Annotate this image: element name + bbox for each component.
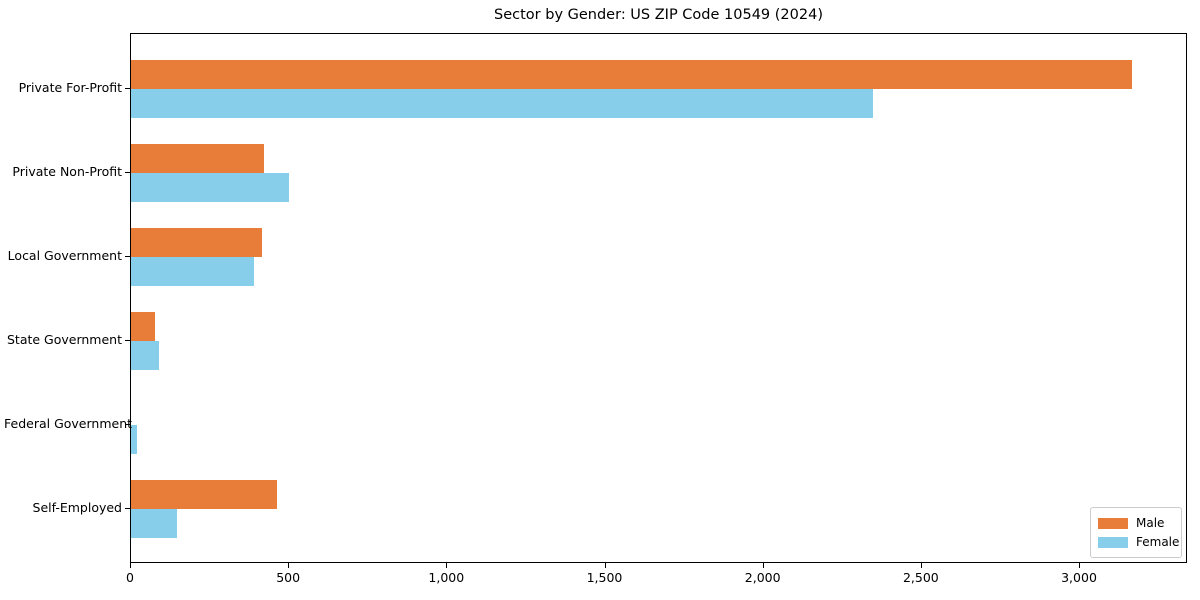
x-tick-label: 2,000 — [744, 570, 781, 585]
bar-female — [131, 173, 289, 202]
x-tick-label: 3,000 — [1061, 570, 1097, 585]
bar-male — [131, 480, 277, 509]
x-tick-label: 500 — [276, 570, 301, 585]
y-tick-label: Federal Government — [4, 416, 133, 431]
plot-area — [130, 33, 1187, 563]
y-tick-label: Private For-Profit — [18, 80, 122, 95]
legend-label: Male — [1136, 516, 1165, 530]
legend: Male Female — [1090, 507, 1182, 558]
chart-title: Sector by Gender: US ZIP Code 10549 (202… — [494, 7, 823, 23]
y-tick-label: State Government — [6, 332, 122, 347]
x-tick-mark — [762, 563, 764, 568]
y-tick-label: Private Non-Profit — [12, 164, 122, 179]
bar-female — [131, 341, 159, 370]
y-tick-label: Self-Employed — [32, 500, 122, 515]
bar-male — [131, 60, 1132, 89]
legend-swatch-male — [1098, 518, 1128, 529]
y-tick-mark — [125, 256, 130, 257]
x-tick-label: 2,500 — [902, 570, 939, 585]
x-tick-label: 1,000 — [428, 570, 465, 585]
bar-male — [131, 144, 264, 173]
bar-male — [131, 312, 155, 341]
y-tick-label: Local Government — [7, 248, 122, 263]
y-tick-mark — [125, 508, 130, 509]
x-tick-label: 1,500 — [586, 570, 623, 585]
legend-label: Female — [1136, 535, 1180, 549]
x-tick-mark — [446, 563, 448, 568]
bar-female — [131, 425, 137, 454]
x-tick-label: 0 — [126, 570, 134, 585]
x-tick-mark — [1079, 563, 1081, 568]
legend-swatch-female — [1098, 537, 1128, 548]
bar-female — [131, 509, 177, 538]
y-tick-mark — [125, 424, 130, 425]
x-tick-mark — [130, 563, 131, 568]
y-tick-mark — [125, 88, 130, 89]
bar-female — [131, 257, 254, 286]
legend-row: Female — [1098, 533, 1179, 552]
bar-female — [131, 89, 873, 118]
bar-male — [131, 228, 262, 257]
x-tick-mark — [920, 563, 922, 568]
y-tick-mark — [125, 172, 130, 173]
x-tick-mark — [604, 563, 606, 568]
y-tick-mark — [125, 340, 130, 341]
legend-row: Male — [1098, 514, 1173, 533]
x-tick-mark — [288, 563, 290, 568]
